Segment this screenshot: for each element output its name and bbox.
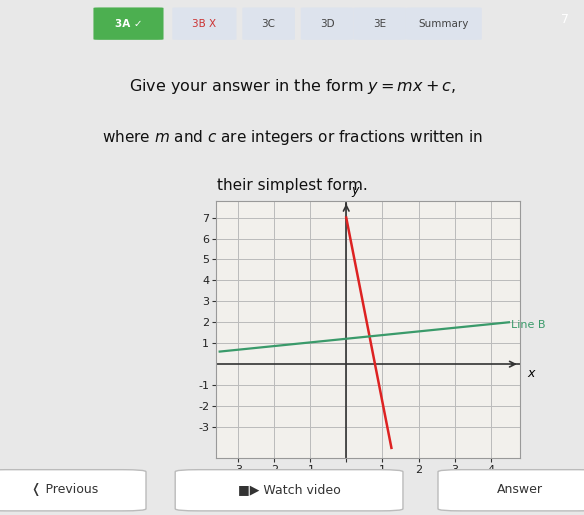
Text: ❬ Previous: ❬ Previous — [30, 483, 98, 496]
Text: Line B: Line B — [511, 320, 545, 331]
Text: 7: 7 — [561, 13, 569, 26]
Text: Summary: Summary — [419, 19, 469, 29]
FancyBboxPatch shape — [242, 7, 295, 40]
Text: Give your answer in the form $y = mx + c,$: Give your answer in the form $y = mx + c… — [128, 77, 456, 96]
FancyBboxPatch shape — [406, 7, 482, 40]
FancyBboxPatch shape — [301, 7, 353, 40]
Text: $x$: $x$ — [527, 367, 537, 380]
FancyBboxPatch shape — [172, 7, 237, 40]
Text: 3A ✓: 3A ✓ — [114, 19, 142, 29]
Text: $y$: $y$ — [350, 185, 360, 199]
Text: 3D: 3D — [319, 19, 335, 29]
Text: 3B X: 3B X — [192, 19, 217, 29]
FancyBboxPatch shape — [93, 7, 164, 40]
Text: ■▶ Watch video: ■▶ Watch video — [238, 483, 340, 496]
Text: 3E: 3E — [373, 19, 386, 29]
FancyBboxPatch shape — [175, 470, 403, 511]
FancyBboxPatch shape — [0, 470, 146, 511]
FancyBboxPatch shape — [438, 470, 584, 511]
FancyBboxPatch shape — [353, 7, 406, 40]
Text: their simplest form.: their simplest form. — [217, 178, 367, 193]
Text: 3C: 3C — [262, 19, 276, 29]
Text: Answer: Answer — [497, 483, 543, 496]
Text: where $m$ and $c$ are integers or fractions written in: where $m$ and $c$ are integers or fracti… — [102, 128, 482, 147]
